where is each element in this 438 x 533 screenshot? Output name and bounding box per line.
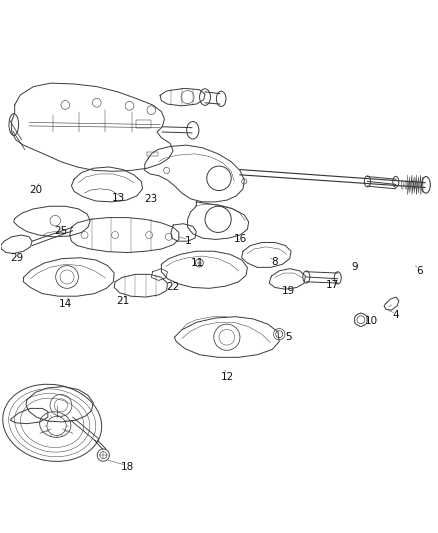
Text: 20: 20 xyxy=(29,184,42,195)
Text: 12: 12 xyxy=(221,372,234,382)
Text: 9: 9 xyxy=(351,262,358,271)
Text: 8: 8 xyxy=(272,257,278,267)
Text: 11: 11 xyxy=(191,258,204,268)
Text: 10: 10 xyxy=(364,316,378,326)
Text: 18: 18 xyxy=(121,462,134,472)
Text: 4: 4 xyxy=(392,310,399,320)
Text: 13: 13 xyxy=(112,192,125,203)
Text: 22: 22 xyxy=(166,281,180,292)
Text: 1: 1 xyxy=(185,236,192,246)
Text: 23: 23 xyxy=(145,194,158,204)
Text: 17: 17 xyxy=(326,280,339,290)
Text: 6: 6 xyxy=(417,266,423,276)
Text: 16: 16 xyxy=(234,235,247,245)
Text: 25: 25 xyxy=(54,225,67,236)
Text: 5: 5 xyxy=(286,332,292,342)
Text: 29: 29 xyxy=(11,253,24,263)
Text: 19: 19 xyxy=(282,286,296,295)
Text: 14: 14 xyxy=(59,298,72,309)
Text: 21: 21 xyxy=(117,296,130,306)
